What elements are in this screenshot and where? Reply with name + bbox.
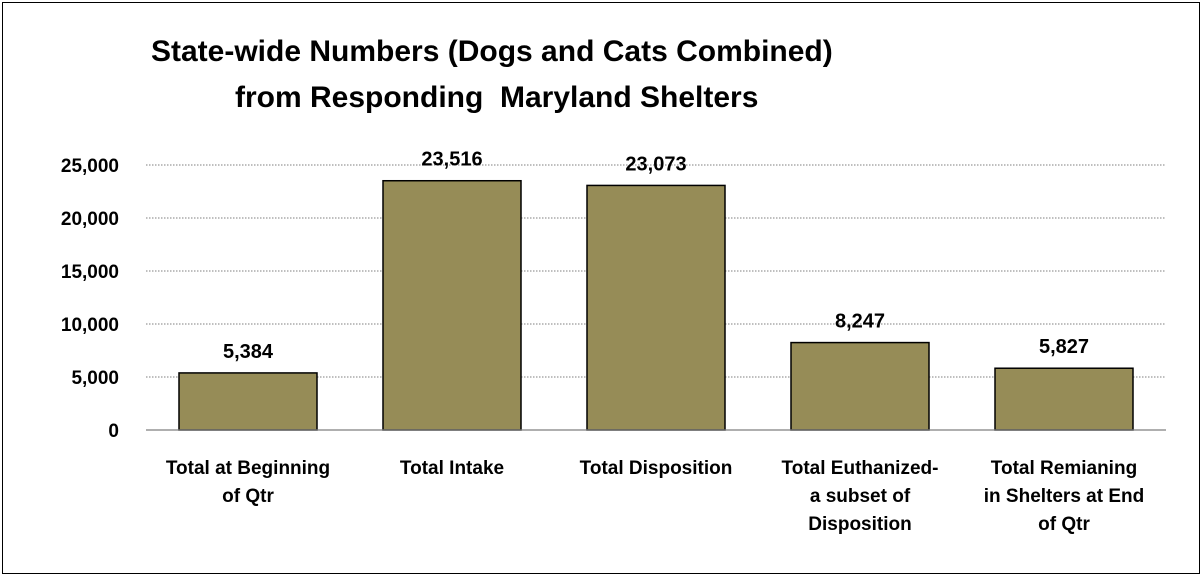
- bar: [790, 341, 930, 431]
- bar: [178, 372, 318, 431]
- category-label: of Qtr: [222, 486, 274, 507]
- y-tick-label: 5,000: [71, 368, 119, 389]
- category-label: Total Intake: [400, 458, 504, 479]
- bars: [178, 179, 1134, 431]
- bar: [586, 184, 726, 431]
- data-label: 5,827: [1039, 336, 1089, 358]
- y-axis-ticks: 0 5,000 10,000 15,000 20,000 25,000: [61, 156, 119, 442]
- category-label: Total at Beginning: [166, 458, 330, 479]
- y-tick-label: 25,000: [61, 156, 119, 177]
- y-tick-label: 15,000: [61, 262, 119, 283]
- bar: [382, 179, 522, 431]
- data-label: 23,073: [625, 153, 686, 175]
- category-label: a subset of: [810, 486, 911, 507]
- category-label: in Shelters at End: [984, 486, 1144, 507]
- data-label: 23,516: [421, 149, 482, 171]
- category-label: Total Euthanized-: [782, 458, 939, 479]
- bar: [994, 367, 1134, 431]
- chart-title-line-2: from Responding Maryland Shelters: [235, 81, 758, 114]
- category-labels: Total at Beginning of Qtr Total Intake Tota…: [166, 458, 1144, 535]
- category-label: Total Disposition: [580, 458, 733, 479]
- data-label: 8,247: [835, 311, 885, 333]
- category-label: Disposition: [808, 514, 911, 535]
- bar-chart: State-wide Numbers (Dogs and Cats Combin…: [61, 35, 1166, 535]
- category-label: of Qtr: [1038, 514, 1090, 535]
- y-tick-label: 0: [108, 421, 119, 442]
- data-labels: 5,384 23,516 23,073 8,247 5,827: [223, 149, 1089, 363]
- y-tick-label: 10,000: [61, 315, 119, 336]
- category-label: Total Remianing: [991, 458, 1137, 479]
- chart-title: State-wide Numbers (Dogs and Cats Combin…: [151, 35, 833, 114]
- chart-title-line-1: State-wide Numbers (Dogs and Cats Combin…: [151, 35, 833, 68]
- data-label: 5,384: [223, 341, 274, 363]
- y-tick-label: 20,000: [61, 209, 119, 230]
